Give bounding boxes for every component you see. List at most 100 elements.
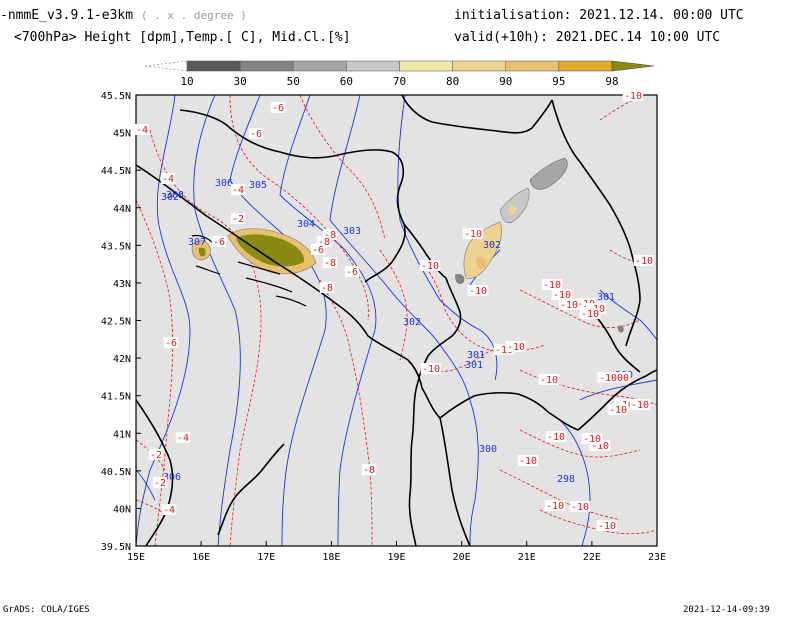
temperature-label-bg: [493, 344, 515, 355]
colorbar: 10 30 50 60 70 80 90 95 98: [144, 60, 655, 88]
height-label: 302: [161, 192, 179, 203]
temperature-label-bg: [160, 173, 176, 184]
temperature-label-bg: [270, 102, 286, 113]
height-label: 307: [188, 237, 206, 248]
height-label: 301: [597, 292, 615, 303]
model-title: -nmmE_v3.9.1-e3km ( . x . degree ): [0, 8, 247, 24]
longitude-label: 23E: [648, 552, 666, 563]
temperature-label: -10: [422, 364, 440, 375]
init-label: initialisation:: [454, 8, 572, 23]
mid-cloud-areas: [191, 157, 624, 333]
temperature-label-bg: [545, 431, 567, 442]
latitude-label: 40.5N: [101, 467, 131, 478]
colorbar-label: 70: [393, 75, 406, 88]
temperature-label-bg: [629, 399, 651, 410]
temperature-label-bg: [322, 257, 338, 268]
temperature-label-bg: [538, 374, 560, 385]
temperature-label: -4: [162, 174, 174, 185]
temperature-label-bg: [589, 440, 611, 451]
temperature-label: -2: [150, 450, 162, 461]
height-label: 298: [557, 474, 575, 485]
temperature-label-bg: [505, 341, 527, 352]
longitude-label: 18E: [322, 552, 340, 563]
longitude-label: 21E: [518, 552, 536, 563]
valid-value: 2021.DEC.14 10:00 UTC: [555, 30, 721, 45]
temperature-label: -10: [421, 261, 439, 272]
valid-line: valid(+10h): 2021.DEC.14 10:00 UTC: [454, 30, 720, 46]
temperature-label-bg: [163, 337, 179, 348]
height-label: 308: [166, 190, 184, 201]
temperature-label: -2: [154, 478, 166, 489]
temperature-label: -10: [495, 345, 513, 356]
latitude-label: 44.5N: [101, 166, 131, 177]
latitude-label: 39.5N: [101, 542, 131, 553]
temperature-label: -10: [540, 375, 558, 386]
temperature-label-bg: [211, 236, 227, 247]
colorbar-cell: [399, 60, 453, 72]
init-line: initialisation: 2021.12.14. 00:00 UTC: [454, 8, 744, 24]
longitude-label: 15E: [127, 552, 145, 563]
temperature-label: -10: [560, 300, 578, 311]
temperature-label: -10: [469, 286, 487, 297]
colorbar-label: 30: [234, 75, 247, 88]
temperature-label: -8: [324, 258, 336, 269]
temperature-label: -6: [346, 267, 358, 278]
temperature-label: -10: [546, 501, 564, 512]
latitude-label: 43N: [113, 279, 131, 290]
temperature-label-bg: [161, 504, 177, 515]
longitude-label: 19E: [387, 552, 405, 563]
temperature-label-bg: [558, 299, 580, 310]
temperature-label-bg: [152, 477, 168, 488]
colorbar-label: 98: [605, 75, 618, 88]
longitude-label: 16E: [192, 552, 210, 563]
temperature-label-bg: [551, 289, 573, 300]
longitude-label: 17E: [257, 552, 275, 563]
colorbar-label: 10: [180, 75, 193, 88]
colorbar-cell: [452, 60, 506, 72]
temperature-label: -4: [177, 433, 189, 444]
temperature-label-bg: [462, 228, 484, 239]
temperature-label: -1000: [599, 373, 629, 384]
temperature-label: -10: [609, 405, 627, 416]
latitude-axis: 45.5N 45N 44.5N 44N 43.5N 43N 42.5N 42N 41.5N 41N…: [101, 91, 141, 553]
colorbar-low-triangle: [144, 60, 188, 72]
longitude-label: 20E: [453, 552, 471, 563]
temperature-label: -8: [321, 283, 333, 294]
latitude-label: 40N: [113, 504, 131, 515]
height-label: 305: [249, 180, 267, 191]
temperature-label-bg: [633, 255, 655, 266]
latitude-label: 45N: [113, 129, 131, 140]
colorbar-label: 50: [287, 75, 300, 88]
colorbar-label: 90: [499, 75, 512, 88]
temperature-label-bg: [569, 501, 591, 512]
parameter-title: <700hPa> Height [dpm],Temp.[ C], Mid.Cl.…: [14, 30, 351, 45]
height-contours: [136, 95, 657, 546]
temperature-label: -10: [543, 280, 561, 291]
temperature-label: -8: [363, 465, 375, 476]
temperature-label: -2: [232, 214, 244, 225]
temperature-label: -10: [553, 290, 571, 301]
longitude-axis: 15E 16E 17E 18E 19E 20E 21E 22E 23E: [127, 541, 666, 563]
temperature-label: -4: [163, 505, 175, 516]
borders-and-coast: [136, 95, 657, 546]
height-label: 301: [465, 360, 483, 371]
temperature-label-bg: [310, 244, 326, 255]
temperature-label-bg: [316, 236, 332, 247]
latitude-label: 41.5N: [101, 392, 131, 403]
colorbar-cell: [505, 60, 560, 72]
footer-left: GrADS: COLA/IGES: [3, 605, 90, 615]
colorbar-high-triangle: [611, 60, 655, 72]
temperature-label-bg: [419, 260, 441, 271]
height-label: 302: [403, 317, 421, 328]
temperature-label: -10: [464, 229, 482, 240]
temperature-label: -4: [136, 125, 148, 136]
temperature-label-bg: [134, 124, 150, 135]
temperature-label-bg: [230, 213, 246, 224]
temperature-label: -6: [312, 245, 324, 256]
temperature-label-bg: [248, 128, 264, 139]
height-label: 303: [343, 226, 361, 237]
height-label: 306: [163, 472, 181, 483]
colorbar-label: 95: [552, 75, 565, 88]
height-label: 302: [483, 240, 501, 251]
